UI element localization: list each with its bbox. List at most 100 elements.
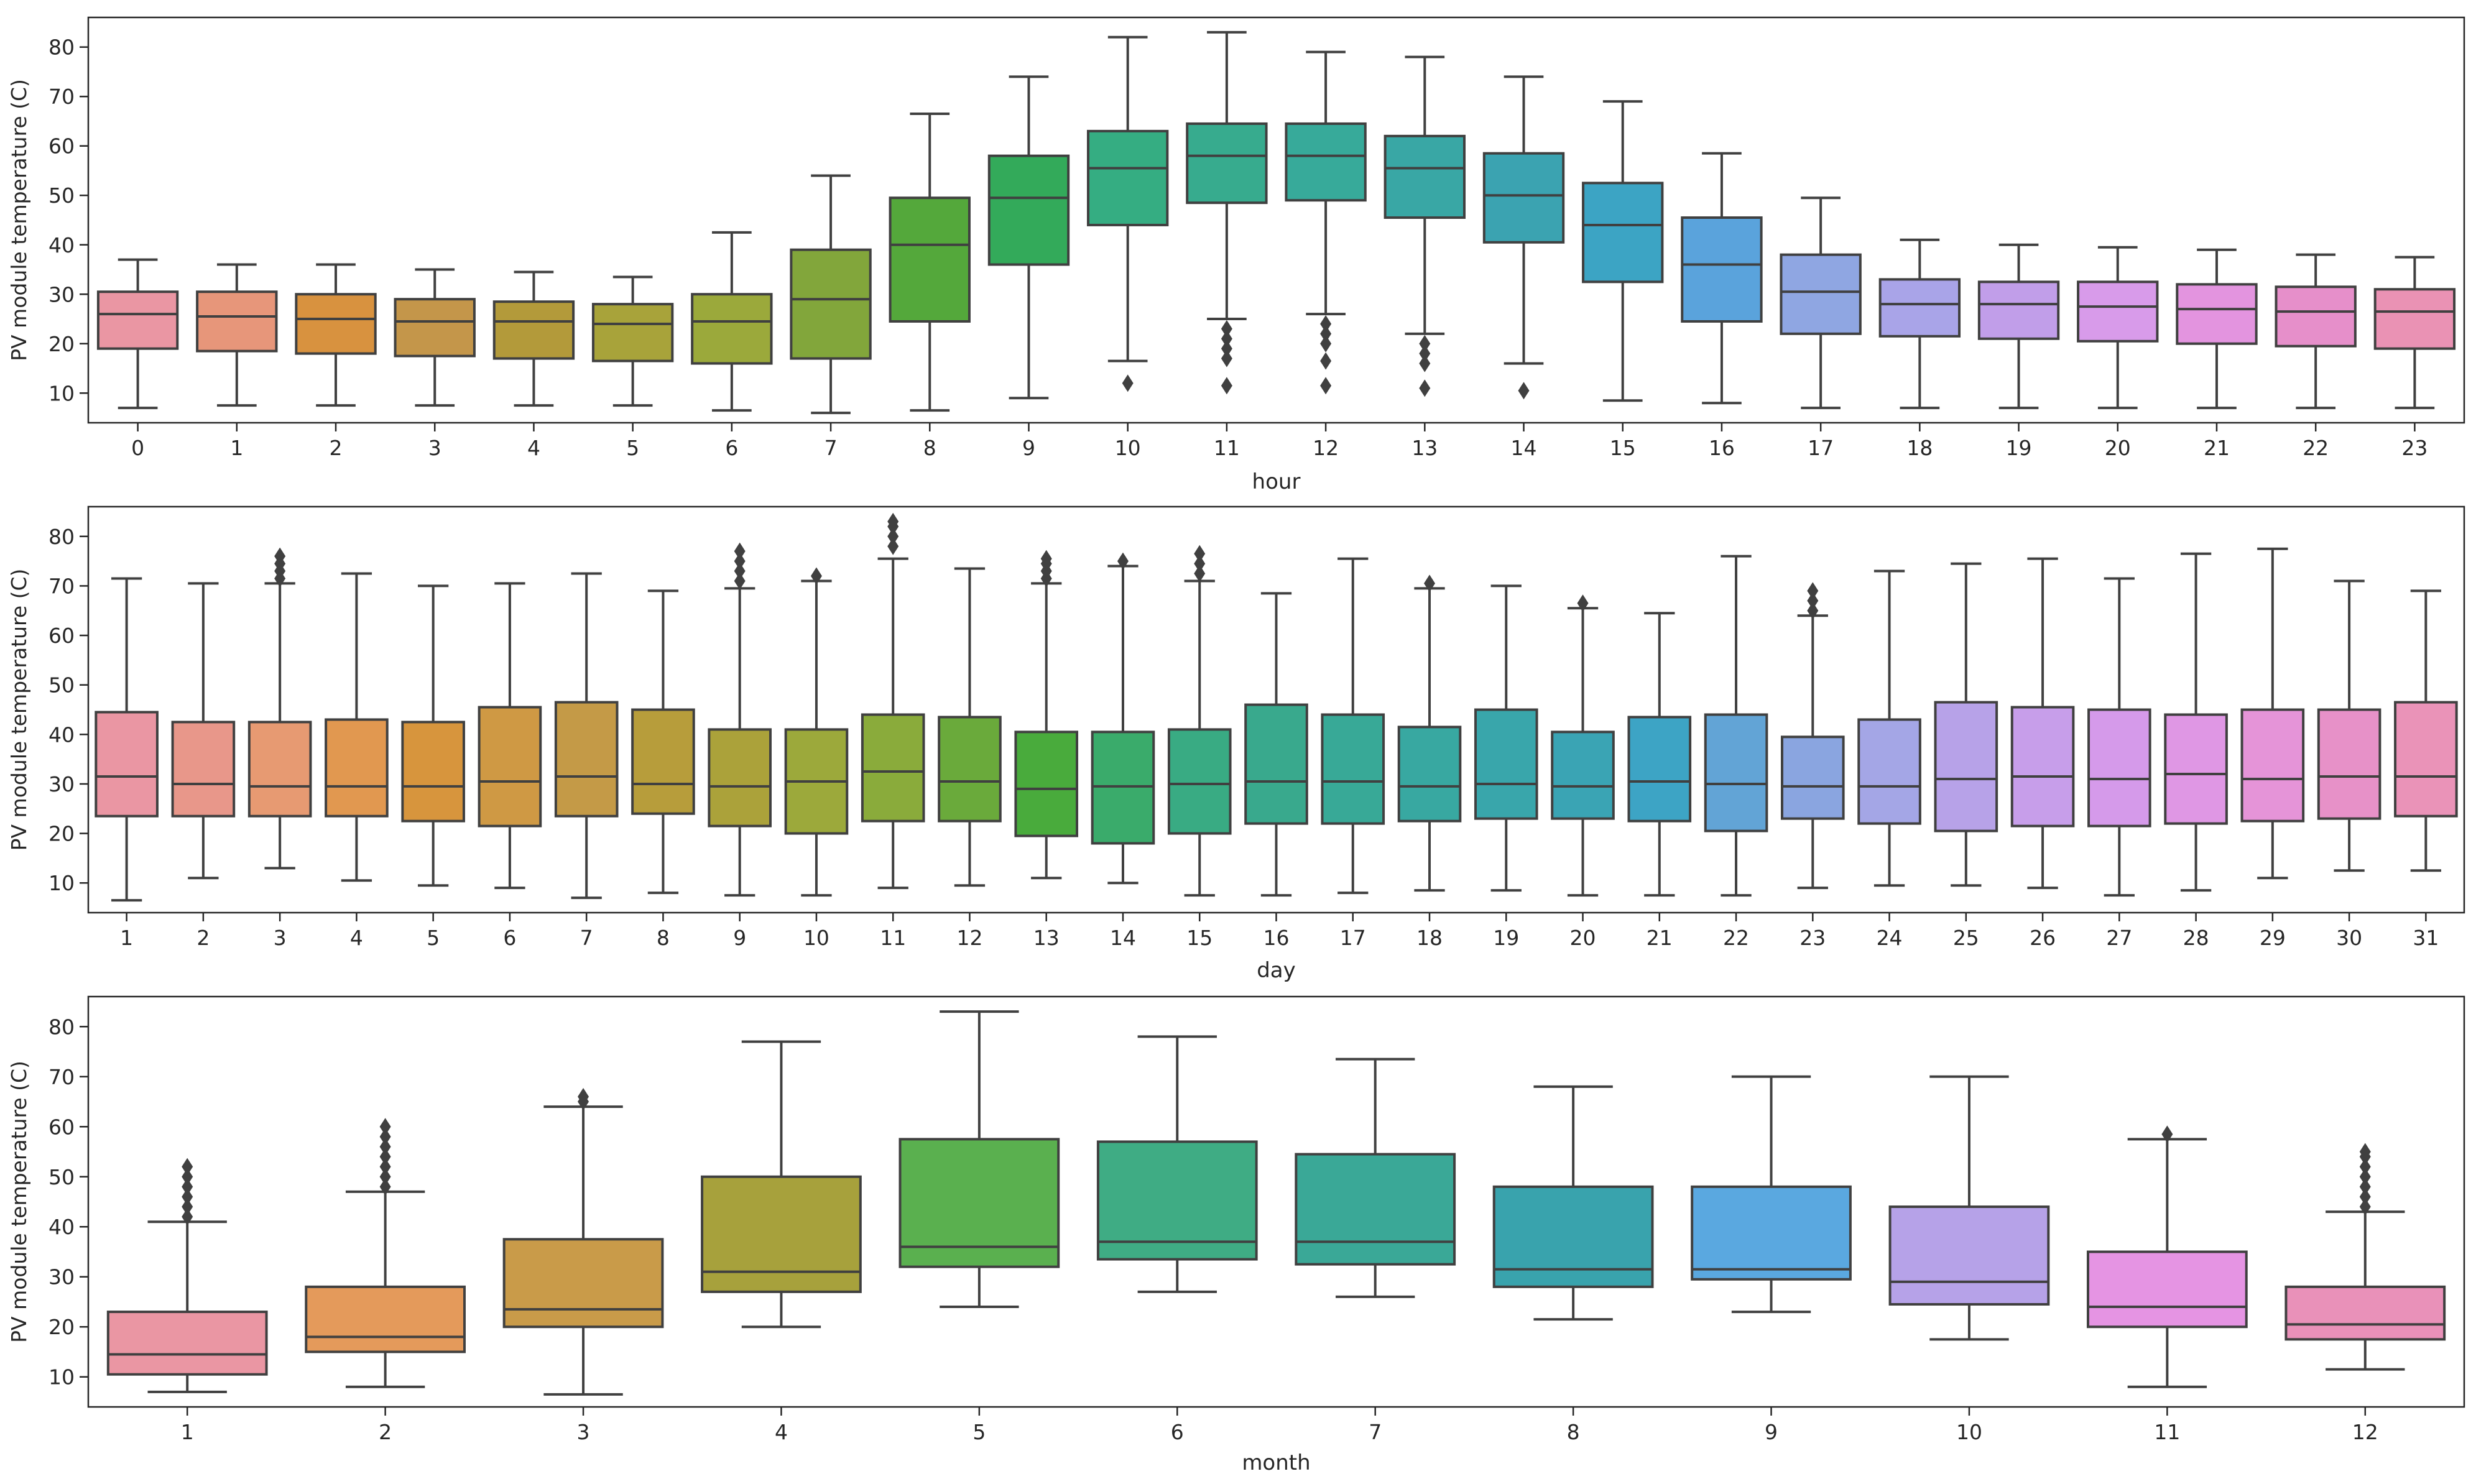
- box-month-12: [2284, 1143, 2446, 1371]
- plot-frame: [87, 995, 2465, 1408]
- outlier-marker: [2359, 1143, 2371, 1161]
- iqr-box: [987, 154, 1070, 266]
- y-axis-label-day-panel: PV module temperature (C): [7, 569, 31, 851]
- outlier-marker: [734, 562, 746, 580]
- x-tick-label: 13: [1033, 926, 1060, 950]
- iqr-box: [1492, 1185, 1654, 1288]
- iqr-box: [401, 721, 465, 823]
- box-day-22: [1704, 555, 1768, 897]
- box-hour-12: [1285, 50, 1367, 395]
- x-tick-label: 22: [1723, 926, 1749, 950]
- x-tick-label: 4: [775, 1420, 788, 1444]
- iqr-box: [1582, 182, 1664, 283]
- iqr-box: [1244, 703, 1308, 825]
- x-tick-label: 31: [2413, 926, 2439, 950]
- outlier-marker: [2359, 1178, 2371, 1196]
- x-tick-label: 12: [1313, 436, 1339, 460]
- box-month-1: [106, 1158, 268, 1393]
- outlier-marker: [379, 1128, 391, 1146]
- outlier-marker: [1320, 334, 1332, 353]
- x-tick-label: 29: [2260, 926, 2286, 950]
- y-tick-label: 50: [49, 673, 75, 698]
- iqr-box: [2164, 713, 2228, 825]
- iqr-box: [1474, 708, 1538, 820]
- outlier-marker: [1320, 315, 1332, 333]
- x-tick-label: 7: [825, 436, 838, 460]
- outlier-marker: [1419, 344, 1431, 362]
- iqr-box: [2275, 285, 2357, 348]
- iqr-box: [2317, 708, 2381, 820]
- box-day-12: [938, 567, 1002, 887]
- x-tick-label: 5: [626, 436, 639, 460]
- x-tick-label: 1: [181, 1420, 194, 1444]
- outlier-marker: [379, 1158, 391, 1176]
- x-tick-label: 2: [330, 436, 343, 460]
- x-tick-label: 8: [1567, 1420, 1580, 1444]
- outlier-marker: [1221, 320, 1232, 338]
- plot-frame: [87, 16, 2465, 424]
- box-hour-14: [1482, 75, 1565, 400]
- outlier-marker: [887, 537, 899, 555]
- box-month-9: [1691, 1075, 1852, 1314]
- x-tick-label: 20: [2105, 436, 2131, 460]
- iqr-box: [2284, 1285, 2446, 1341]
- box-hour-23: [2373, 256, 2456, 410]
- y-tick-label: 60: [49, 624, 75, 648]
- iqr-box: [708, 728, 772, 827]
- box-hour-16: [1681, 152, 1763, 405]
- iqr-box: [938, 716, 1002, 823]
- x-axis-label-hour: hour: [1252, 469, 1301, 494]
- iqr-box: [1087, 129, 1169, 226]
- box-day-11: [861, 512, 925, 890]
- iqr-box: [2010, 706, 2075, 827]
- x-tick-label: 1: [230, 436, 243, 460]
- box-month-7: [1295, 1058, 1456, 1298]
- x-tick-label: 15: [1186, 926, 1213, 950]
- box-month-3: [502, 1087, 664, 1396]
- outlier-marker: [1577, 594, 1589, 612]
- outlier-marker: [182, 1158, 193, 1176]
- iqr-box: [325, 718, 389, 818]
- iqr-box: [1285, 122, 1367, 202]
- x-tick-label: 6: [1171, 1420, 1184, 1444]
- box-day-16: [1244, 592, 1308, 897]
- x-tick-label: 27: [2106, 926, 2132, 950]
- x-tick-label: 12: [2352, 1420, 2378, 1444]
- box-month-6: [1096, 1035, 1258, 1293]
- iqr-box: [492, 300, 575, 360]
- box-day-30: [2317, 579, 2381, 872]
- outlier-marker: [1518, 382, 1530, 400]
- outlier-marker: [1320, 325, 1332, 343]
- box-day-26: [2010, 557, 2075, 890]
- x-tick-label: 6: [725, 436, 738, 460]
- iqr-box: [790, 248, 872, 360]
- box-day-8: [631, 589, 695, 895]
- box-hour-22: [2275, 253, 2357, 410]
- iqr-box: [96, 290, 179, 350]
- x-tick-label: 23: [2401, 436, 2427, 460]
- iqr-box: [1704, 713, 1768, 832]
- x-tick-label: 6: [503, 926, 516, 950]
- outlier-marker: [2359, 1187, 2371, 1205]
- box-hour-15: [1582, 100, 1664, 402]
- box-day-15: [1167, 545, 1232, 897]
- iqr-box: [554, 701, 619, 818]
- box-day-29: [2240, 547, 2305, 880]
- x-tick-label: 23: [1799, 926, 1826, 950]
- box-day-19: [1474, 584, 1538, 892]
- box-hour-11: [1186, 30, 1268, 395]
- x-tick-label: 20: [1570, 926, 1596, 950]
- outlier-marker: [274, 547, 286, 565]
- x-tick-label: 1: [120, 926, 133, 950]
- x-tick-label: 10: [1115, 436, 1141, 460]
- outlier-marker: [810, 567, 822, 585]
- y-tick-label: 40: [49, 1215, 75, 1239]
- box-month-8: [1492, 1085, 1654, 1321]
- iqr-box: [1384, 134, 1466, 219]
- iqr-box: [1321, 713, 1385, 825]
- x-tick-label: 2: [379, 1420, 392, 1444]
- iqr-box: [1186, 122, 1268, 205]
- box-hour-6: [691, 231, 773, 412]
- box-hour-1: [196, 263, 278, 407]
